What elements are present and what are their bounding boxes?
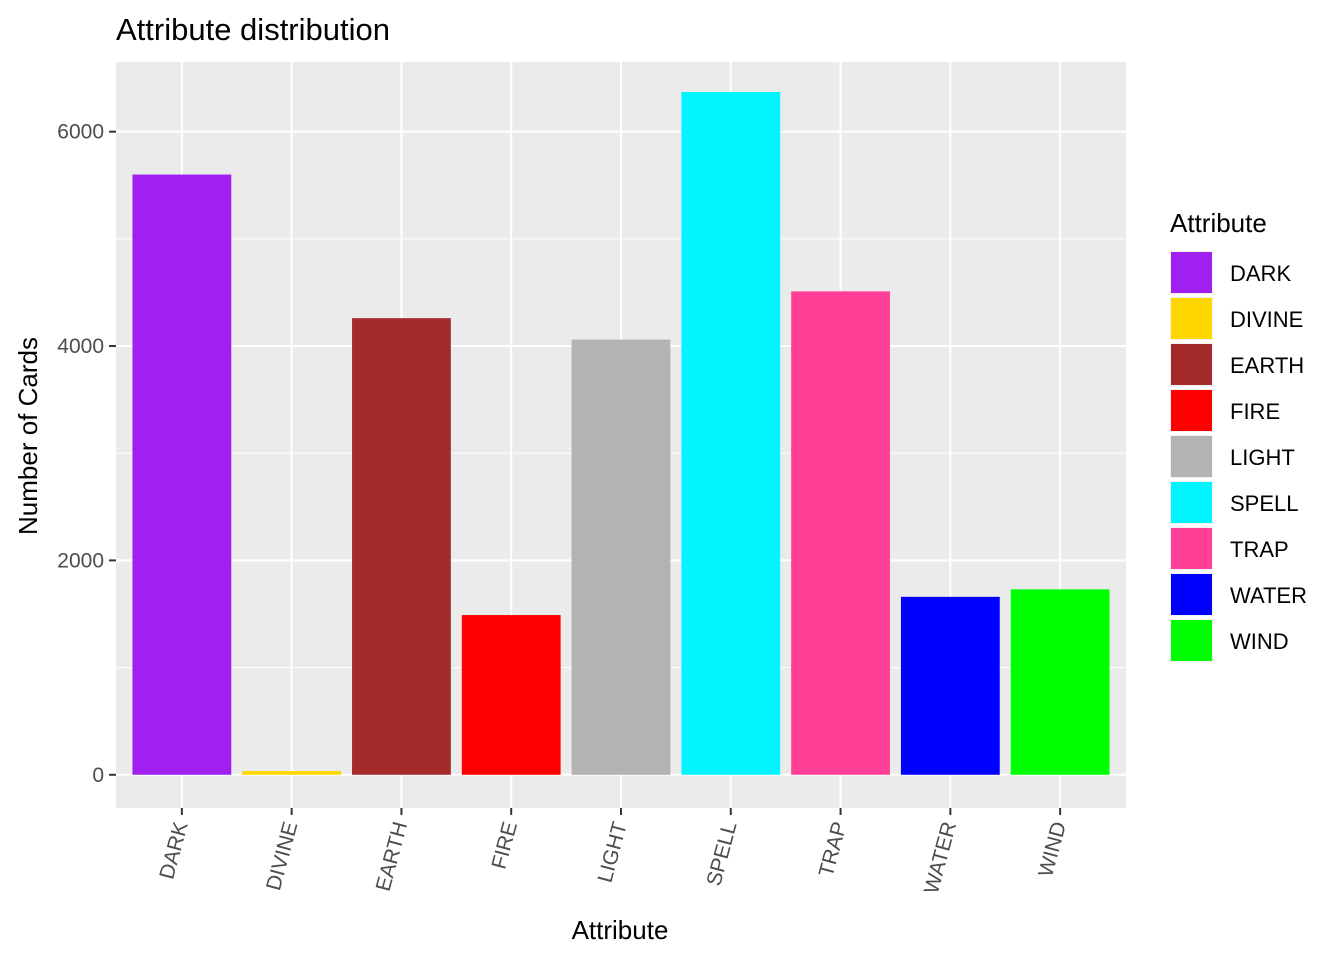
legend-items: DARK DIVINE EARTH FIRE LIGHT SPELL TRAP WATER WI…: [1170, 251, 1307, 662]
legend-swatch-trap: [1171, 528, 1212, 569]
x-tick-label: TRAP: [815, 819, 852, 879]
x-tick-label: DARK: [155, 819, 192, 881]
x-axis-title: Attribute: [572, 915, 669, 945]
y-tick-label: 4000: [57, 335, 104, 358]
y-tick-label: 0: [92, 764, 104, 787]
bar-dark: [132, 174, 232, 775]
legend: Attribute DARK DIVINE EARTH FIRE LIGHT SPELL T…: [1170, 208, 1307, 662]
legend-label: EARTH: [1230, 353, 1304, 378]
legend-swatch-water: [1171, 574, 1212, 615]
bar-light: [571, 339, 671, 775]
x-tick-label: DIVINE: [262, 819, 302, 893]
legend-swatch-spell: [1171, 482, 1212, 523]
bar-trap: [791, 291, 890, 775]
legend-swatch-divine: [1171, 298, 1212, 339]
x-tick-label: SPELL: [702, 819, 741, 888]
x-tick-label: LIGHT: [594, 819, 632, 885]
legend-swatch-earth: [1171, 344, 1212, 385]
legend-label: LIGHT: [1230, 445, 1295, 470]
bar-divine: [242, 771, 342, 775]
y-tick-label: 6000: [57, 121, 104, 144]
legend-label: DARK: [1230, 261, 1291, 286]
y-axis: 0 2000 4000 6000: [57, 121, 116, 787]
legend-swatch-fire: [1171, 390, 1212, 431]
legend-swatch-wind: [1171, 620, 1212, 661]
legend-label: DIVINE: [1230, 307, 1303, 332]
legend-label: FIRE: [1230, 399, 1280, 424]
x-tick-label: FIRE: [487, 819, 522, 871]
legend-swatch-dark: [1171, 252, 1212, 293]
x-tick-label: WATER: [920, 819, 961, 896]
bars: [132, 92, 1110, 775]
bar-spell: [681, 92, 781, 775]
legend-swatch-light: [1171, 436, 1212, 477]
y-tick-label: 2000: [57, 549, 104, 572]
bar-water: [900, 596, 1000, 775]
y-axis-title: Number of Cards: [13, 337, 43, 535]
legend-label: TRAP: [1230, 537, 1289, 562]
bar-fire: [461, 615, 561, 775]
bar-wind: [1010, 589, 1110, 775]
legend-label: SPELL: [1230, 491, 1299, 516]
bar-earth: [352, 318, 451, 775]
x-tick-label: WIND: [1034, 819, 1071, 879]
legend-label: WIND: [1230, 629, 1289, 654]
legend-label: WATER: [1230, 583, 1307, 608]
x-tick-label: EARTH: [372, 819, 413, 893]
x-axis: DARK DIVINE EARTH FIRE LIGHT SPELL TRAP WATER WI…: [155, 808, 1071, 896]
chart-title: Attribute distribution: [116, 12, 390, 47]
legend-title: Attribute: [1170, 208, 1267, 238]
